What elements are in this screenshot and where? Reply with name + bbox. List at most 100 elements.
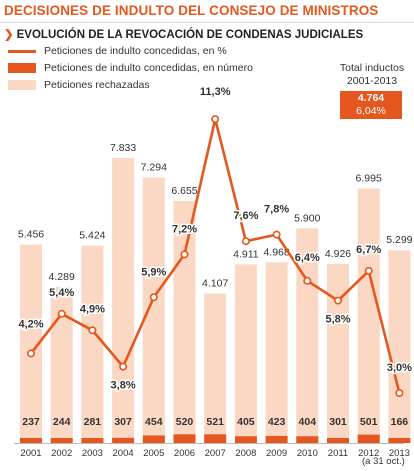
series-point-percent — [395, 388, 404, 397]
chevron-right-icon: ❯ — [4, 29, 14, 41]
bar-granted — [296, 436, 319, 443]
series-point-percent — [88, 326, 97, 335]
bar-rejected-label: 6.655 — [171, 185, 197, 197]
bar-rejected-label: 4.289 — [49, 271, 75, 283]
series-point-label: 5,8% — [325, 314, 350, 326]
series-point-label: 6,4% — [295, 252, 320, 264]
series-point-label: 7,2% — [172, 223, 197, 235]
series-point-label: 5,9% — [141, 266, 166, 278]
x-tick-label: 2009 — [266, 448, 287, 459]
bar-granted-label: 244 — [53, 416, 71, 428]
bar-granted — [388, 438, 411, 443]
bar-granted — [81, 438, 104, 443]
bar-rejected-label: 5.299 — [386, 234, 412, 246]
bar-rejected-label: 5.900 — [294, 212, 320, 224]
total-box: 4.764 6,04% — [340, 91, 402, 119]
bar-rejected-label: 6.995 — [356, 173, 382, 185]
series-point-label: 7,8% — [264, 204, 289, 216]
bar-rejected-label: 5.456 — [18, 229, 44, 241]
bar-rejected — [296, 228, 319, 443]
total-label-line2: 2001-2013 — [346, 75, 398, 87]
series-point-label: 6,7% — [356, 244, 381, 256]
bar-rejected — [20, 244, 42, 443]
x-tick-label: 2004 — [113, 448, 134, 459]
series-point-percent — [26, 349, 35, 358]
series-point-percent — [364, 266, 373, 275]
bar-rejected-label: 4.107 — [202, 278, 228, 290]
bar-granted — [20, 438, 42, 443]
bar-granted-label: 307 — [114, 416, 132, 428]
total-count: 4.764 — [357, 92, 385, 104]
x-tick-label: 2001 — [20, 448, 41, 459]
series-point-label: 3,8% — [111, 380, 136, 392]
bar-rejected — [173, 200, 196, 443]
series-point-percent — [272, 230, 281, 239]
legend-swatch-light-bar — [8, 80, 36, 90]
bar-rejected — [234, 264, 257, 443]
series-point-label: 5,4% — [49, 287, 74, 299]
series-point-percent — [119, 362, 128, 371]
bar-rejected — [50, 286, 73, 443]
bar-granted — [357, 434, 380, 443]
legend-label-rejected: Peticiones rechazadas — [44, 79, 150, 91]
bar-granted-label: 301 — [329, 416, 347, 428]
legend-swatch-line — [8, 49, 36, 53]
bar-granted — [327, 437, 349, 443]
bar-granted — [265, 435, 288, 443]
subtitle-text: EVOLUCIÓN DE LA REVOCACIÓN DE CONDENAS J… — [16, 29, 364, 41]
x-tick-label: 2006 — [174, 448, 195, 459]
bar-granted — [234, 436, 257, 443]
x-tick-label: 2010 — [297, 448, 318, 459]
series-point-label: 3,0% — [387, 362, 412, 374]
series-point-label: 4,9% — [80, 303, 105, 315]
legend-swatch-dark-bar — [8, 63, 36, 73]
bar-granted — [204, 434, 227, 443]
legend-item-rejected: Peticiones rechazadas — [8, 79, 150, 91]
x-tick-label: 2012 — [358, 448, 379, 459]
x-tick-label: 2002 — [51, 448, 72, 459]
x-tick-label: 2003 — [82, 448, 103, 459]
chart-title: DECISIONES DE INDULTO DEL CONSEJO DE MIN… — [4, 3, 379, 18]
bar-granted — [50, 438, 73, 443]
series-point-percent — [211, 115, 220, 124]
bar-granted-label: 405 — [237, 416, 255, 428]
bar-granted-label: 501 — [360, 416, 378, 428]
series-point-percent — [149, 293, 158, 302]
total-percent: 6,04% — [356, 105, 386, 117]
series-point-percent — [57, 309, 66, 318]
title-divider — [0, 22, 414, 23]
bar-granted-label: 281 — [84, 416, 102, 428]
bar-granted-label: 166 — [391, 416, 409, 428]
bar-granted — [112, 437, 135, 443]
x-tick-label: 2013 — [389, 448, 410, 459]
bar-rejected-label: 7.833 — [110, 142, 136, 154]
legend-item-percent: Peticiones de indulto concedidas, en % — [8, 45, 227, 57]
series-point-label: 4,2% — [18, 318, 43, 330]
legend-label-number: Peticiones de indulto concedidas, en núm… — [44, 62, 253, 74]
bar-rejected-label: 4.968 — [263, 246, 289, 258]
legend-label-percent: Peticiones de indulto concedidas, en % — [44, 45, 227, 57]
bar-rejected — [265, 262, 288, 443]
series-point-percent — [333, 296, 342, 305]
x-tick-label: 2005 — [143, 448, 164, 459]
series-point-percent — [303, 276, 312, 285]
chart-subtitle: ❯ EVOLUCIÓN DE LA REVOCACIÓN DE CONDENAS … — [4, 27, 363, 41]
x-tick-label: 2011 — [328, 448, 348, 459]
bar-rejected — [327, 263, 349, 443]
bar-rejected — [81, 245, 104, 443]
bar-rejected — [112, 158, 135, 443]
legend-item-number: Peticiones de indulto concedidas, en núm… — [8, 62, 253, 74]
bar-rejected — [388, 250, 411, 443]
total-label: Total inductos 2001-2013 — [332, 62, 412, 88]
total-label-line1: Total inductos — [339, 62, 405, 74]
series-point-percent — [180, 250, 189, 259]
footnote: (a 31 oct.) — [362, 456, 405, 467]
bar-rejected-label: 4.911 — [233, 248, 259, 260]
bar-granted — [173, 434, 196, 443]
bar-rejected-label: 7.294 — [141, 162, 167, 174]
bar-granted-label: 520 — [176, 416, 194, 428]
series-point-label: 7,6% — [233, 210, 258, 222]
bar-granted-label: 454 — [145, 416, 163, 428]
bar-granted-label: 237 — [22, 416, 40, 428]
